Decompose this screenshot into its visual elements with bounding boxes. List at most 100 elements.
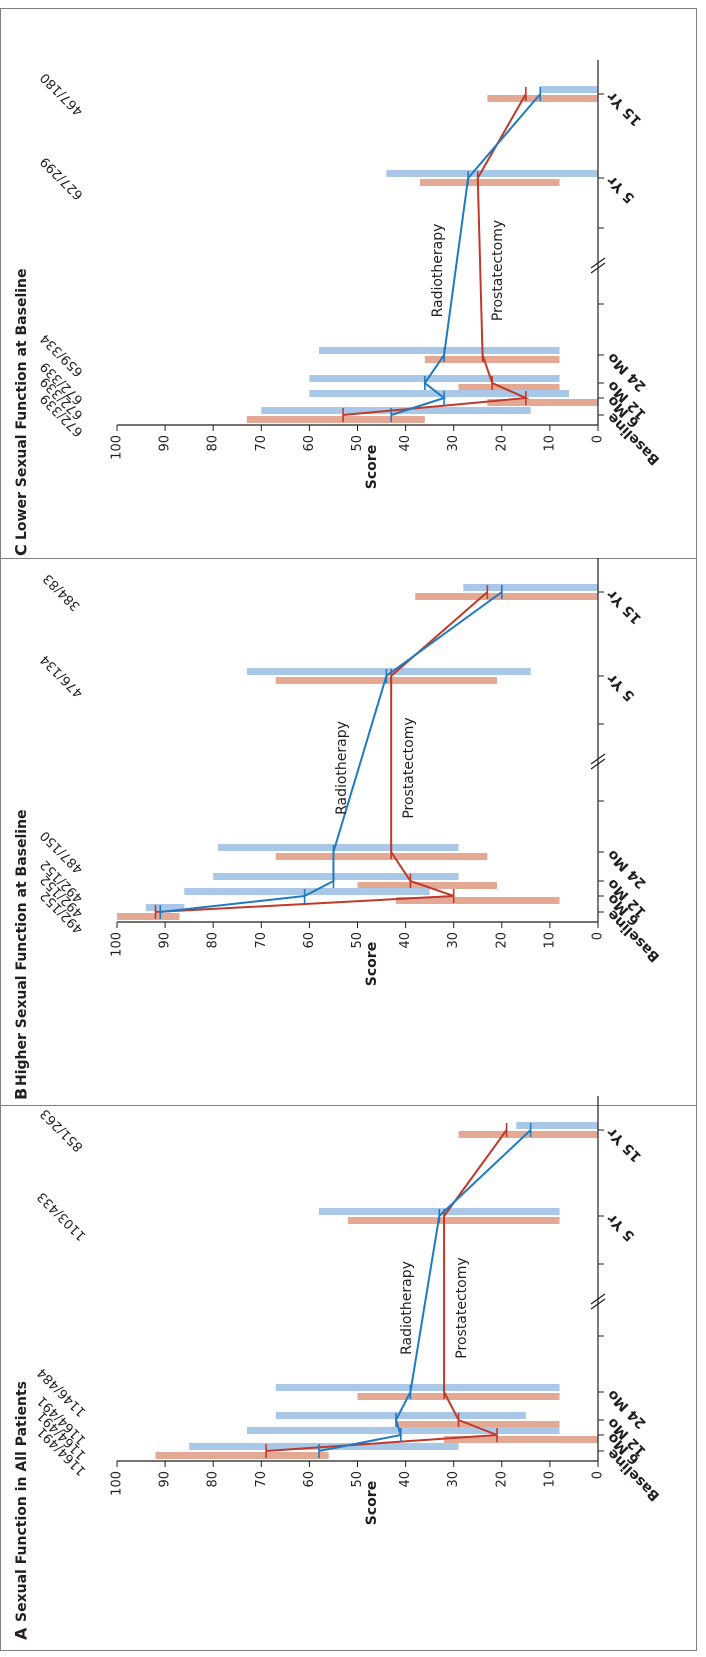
score-tick-label-a-10: 100 <box>110 1471 125 1496</box>
range-bar-b-radiotherapy-5 <box>463 584 598 591</box>
score-tick-label-b-8: 80 <box>206 932 221 949</box>
score-tick-label-c-0: 0 <box>591 435 606 443</box>
axis-break-b-1 <box>590 753 606 765</box>
range-bar-a-prostatectomy-1 <box>444 1436 598 1443</box>
category-label-a-4: 5 Yr <box>604 1210 638 1244</box>
series-label-b-radiotherapy: Radiotherapy <box>334 721 350 815</box>
score-axis-title-a: Score <box>364 1481 380 1525</box>
axis-break-a-2 <box>590 1298 606 1310</box>
range-bar-b-prostatectomy-1 <box>395 897 560 904</box>
range-bar-a-prostatectomy-0 <box>155 1452 329 1459</box>
score-tick-label-a-5: 50 <box>350 1471 365 1488</box>
range-bar-a-prostatectomy-5 <box>458 1131 598 1138</box>
series-line-c-radiotherapy <box>390 93 542 416</box>
score-tick-label-c-8: 80 <box>206 435 221 452</box>
range-bar-b-prostatectomy-0 <box>117 913 180 920</box>
score-tick-label-b-9: 90 <box>158 932 173 949</box>
category-label-b-4: 5 Yr <box>604 670 638 704</box>
score-tick-label-c-10: 100 <box>110 435 125 460</box>
axis-break-c-2 <box>590 262 606 274</box>
range-bar-c-prostatectomy-1 <box>487 399 598 406</box>
series-label-a-radiotherapy: Radiotherapy <box>399 1261 415 1355</box>
range-bar-b-prostatectomy-2 <box>357 882 497 889</box>
range-bar-a-radiotherapy-2 <box>275 1412 526 1419</box>
series-label-a-prostatectomy: Prostatectomy <box>454 1257 470 1358</box>
range-bar-b-radiotherapy-3 <box>218 844 459 851</box>
score-tick-label-c-3: 30 <box>446 435 461 452</box>
panel-title-a: Sexual Function in All Patients <box>14 1381 30 1622</box>
range-bar-a-prostatectomy-4 <box>347 1217 560 1224</box>
range-bar-a-radiotherapy-5 <box>516 1122 598 1129</box>
n-label-a-5: 851/263 <box>38 1106 87 1155</box>
score-tick-label-a-6: 60 <box>302 1471 317 1488</box>
n-label-b-4: 476/134 <box>38 652 87 701</box>
range-bar-b-radiotherapy-1 <box>184 888 430 895</box>
range-bar-a-radiotherapy-3 <box>275 1384 560 1391</box>
axis-break-b-2 <box>590 758 606 770</box>
score-tick-label-b-5: 50 <box>350 932 365 949</box>
score-tick-label-a-9: 90 <box>158 1471 173 1488</box>
score-tick-label-b-1: 10 <box>542 932 557 949</box>
score-tick-label-b-2: 20 <box>494 932 509 949</box>
score-tick-label-b-7: 70 <box>254 932 269 949</box>
score-tick-label-a-4: 40 <box>398 1471 413 1488</box>
score-tick-label-b-4: 40 <box>398 932 413 949</box>
n-label-c-4: 627/299 <box>38 154 87 203</box>
range-bar-c-prostatectomy-5 <box>487 95 598 102</box>
score-tick-label-b-6: 60 <box>302 932 317 949</box>
score-tick-label-c-5: 50 <box>350 435 365 452</box>
category-label-c-5: 15 Yr <box>604 88 645 129</box>
panel-title-c: Lower Sexual Function at Baseline <box>14 268 30 540</box>
range-bar-c-radiotherapy-3 <box>319 347 560 354</box>
range-bar-b-prostatectomy-3 <box>275 853 488 860</box>
score-tick-label-a-8: 80 <box>206 1471 221 1488</box>
score-tick-label-a-0: 0 <box>591 1471 606 1479</box>
score-axis-title-c: Score <box>364 445 380 489</box>
score-tick-label-a-2: 20 <box>494 1471 509 1488</box>
score-tick-label-a-7: 70 <box>254 1471 269 1488</box>
axis-break-c-1 <box>590 257 606 269</box>
panel-border-c <box>0 8 697 559</box>
range-bar-c-radiotherapy-4 <box>386 170 598 177</box>
panel-letter-b: B <box>12 1088 31 1100</box>
range-bar-c-radiotherapy-2 <box>309 375 560 382</box>
panel-title-b: Higher Sexual Function at Baseline <box>14 809 30 1086</box>
panel-border-a <box>0 1105 697 1651</box>
score-axis-title-b: Score <box>364 942 380 986</box>
score-tick-label-c-4: 40 <box>398 435 413 452</box>
score-tick-label-a-3: 30 <box>446 1471 461 1488</box>
n-label-a-4: 1103/433 <box>35 1189 90 1244</box>
score-tick-label-b-10: 100 <box>110 932 125 957</box>
axis-break-a-1 <box>590 1293 606 1305</box>
range-bar-c-prostatectomy-2 <box>458 384 560 391</box>
series-line-a-radiotherapy <box>318 1129 532 1452</box>
score-tick-label-c-2: 20 <box>494 435 509 452</box>
score-tick-label-c-1: 10 <box>542 435 557 452</box>
series-label-c-radiotherapy: Radiotherapy <box>430 224 446 318</box>
category-label-b-5: 15 Yr <box>604 586 645 627</box>
score-tick-label-b-0: 0 <box>591 932 606 940</box>
range-bar-a-radiotherapy-1 <box>246 1427 560 1434</box>
range-bar-c-prostatectomy-0 <box>246 416 425 423</box>
series-line-b-radiotherapy <box>160 591 503 913</box>
range-bar-a-prostatectomy-2 <box>395 1421 560 1428</box>
score-tick-label-a-1: 10 <box>542 1471 557 1488</box>
range-bar-b-prostatectomy-5 <box>415 593 598 600</box>
range-bar-c-prostatectomy-4 <box>420 179 560 186</box>
score-tick-label-b-3: 30 <box>446 932 461 949</box>
category-label-c-4: 5 Yr <box>604 172 638 206</box>
panel-border-b <box>0 558 697 1106</box>
series-line-a-prostatectomy <box>266 1129 508 1452</box>
range-bar-b-radiotherapy-2 <box>213 873 459 880</box>
series-line-b-prostatectomy <box>155 591 489 913</box>
series-label-b-prostatectomy: Prostatectomy <box>401 717 417 818</box>
range-bar-c-radiotherapy-5 <box>540 86 598 93</box>
score-tick-label-c-7: 70 <box>254 435 269 452</box>
panel-letter-c: C <box>12 544 31 556</box>
series-label-c-prostatectomy: Prostatectomy <box>490 220 506 321</box>
series-line-c-prostatectomy <box>342 93 530 416</box>
category-label-a-5: 15 Yr <box>604 1124 645 1165</box>
